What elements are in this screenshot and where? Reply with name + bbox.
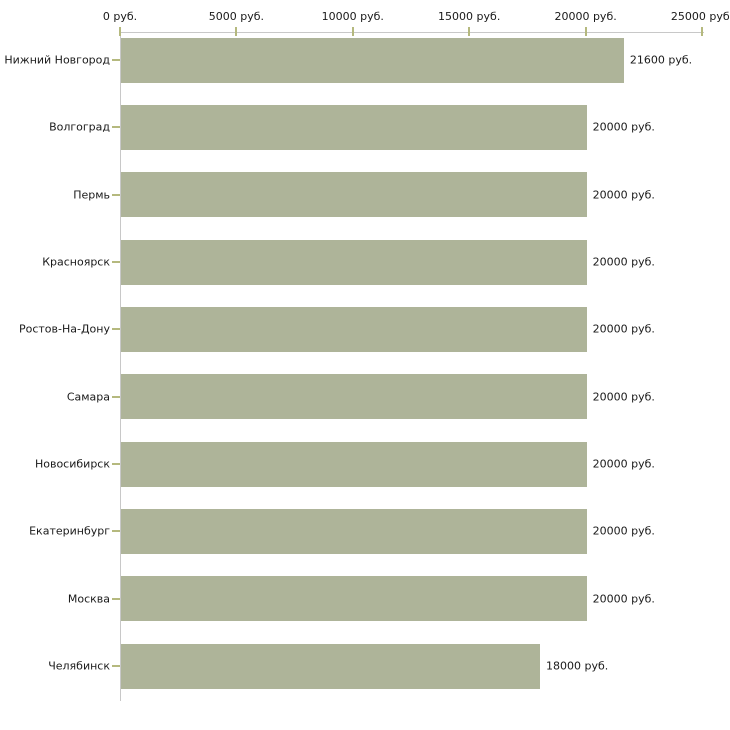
y-axis-tick-mark bbox=[112, 193, 120, 196]
y-axis-tick-mark bbox=[112, 665, 120, 668]
value-label: 20000 руб. bbox=[592, 120, 655, 134]
x-axis-tick-label: 25000 руб. bbox=[670, 10, 730, 23]
bar bbox=[121, 239, 587, 285]
x-axis-tick-mark bbox=[584, 27, 587, 36]
category-label: Екатеринбург bbox=[29, 524, 110, 538]
y-axis-tick-mark bbox=[112, 59, 120, 61]
x-axis-tick-label: 20000 руб. bbox=[554, 10, 617, 23]
x-axis-line bbox=[120, 32, 704, 33]
y-axis-tick-mark bbox=[112, 530, 120, 533]
value-label: 20000 руб. bbox=[592, 457, 655, 471]
bar bbox=[121, 441, 587, 487]
value-label: 20000 руб. bbox=[592, 188, 655, 202]
y-axis-tick-mark bbox=[112, 328, 120, 331]
value-label: 20000 руб. bbox=[592, 255, 655, 269]
bar bbox=[121, 374, 587, 420]
y-axis-tick-mark bbox=[112, 261, 120, 264]
category-label: Нижний Новгород bbox=[4, 53, 110, 67]
x-axis-tick-label: 5000 руб. bbox=[208, 10, 265, 23]
y-axis-tick-mark bbox=[112, 395, 120, 398]
y-axis-tick-mark bbox=[112, 463, 120, 466]
category-label: Ростов-На-Дону bbox=[18, 322, 110, 336]
value-label: 20000 руб. bbox=[592, 524, 655, 538]
bar bbox=[121, 643, 541, 689]
x-axis-tick-mark bbox=[119, 27, 121, 36]
category-label: Пермь bbox=[73, 188, 110, 202]
category-label: Самара bbox=[66, 390, 110, 404]
y-axis-line bbox=[120, 32, 121, 701]
bar bbox=[121, 172, 587, 218]
y-axis-tick-mark bbox=[112, 126, 120, 129]
x-axis-tick-mark bbox=[468, 27, 471, 36]
x-axis-tick-mark bbox=[701, 27, 703, 36]
value-label: 21600 руб. bbox=[629, 53, 693, 67]
bar bbox=[121, 508, 587, 554]
x-axis-tick-label: 0 руб. bbox=[102, 10, 138, 23]
category-label: Москва bbox=[67, 592, 110, 606]
value-label: 20000 руб. bbox=[592, 592, 655, 606]
bar bbox=[121, 576, 587, 622]
x-axis-tick-label: 10000 руб. bbox=[321, 10, 384, 23]
value-label: 20000 руб. bbox=[592, 390, 655, 404]
category-label: Челябинск bbox=[48, 659, 110, 673]
x-axis-tick-mark bbox=[351, 27, 354, 36]
category-label: Красноярск bbox=[42, 255, 110, 269]
bar bbox=[121, 306, 587, 352]
value-label: 20000 руб. bbox=[592, 322, 655, 336]
x-axis-tick-label: 15000 руб. bbox=[438, 10, 501, 23]
bar bbox=[121, 37, 624, 83]
y-axis-tick-mark bbox=[112, 597, 120, 600]
bar bbox=[121, 104, 587, 150]
category-label: Волгоград bbox=[49, 120, 110, 134]
value-label: 18000 руб. bbox=[546, 659, 609, 673]
x-axis-tick-mark bbox=[235, 27, 238, 36]
category-label: Новосибирск bbox=[34, 457, 110, 471]
